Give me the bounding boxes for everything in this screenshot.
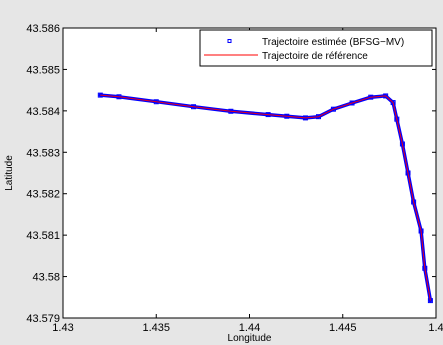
- legend-box: [199, 29, 433, 67]
- y-tick-label: 43.584: [26, 106, 60, 118]
- y-tick-label: 43.579: [26, 313, 60, 325]
- legend-estimated-label: Trajectoire estimée (BFSG−MV): [262, 37, 404, 48]
- estimated-trajectory-point: [330, 106, 336, 112]
- x-tick-label: 1.44: [239, 322, 260, 334]
- x-axis-label: Longitude: [228, 333, 272, 344]
- axis-ticks: 1.43 1.435 1.44 1.445 1.4 43.579 43.58 43.581 43…: [26, 23, 443, 334]
- legend: Trajectoire estimée (BFSG−MV) Trajectoire…: [199, 29, 433, 67]
- y-tick-label: 43.581: [26, 230, 60, 242]
- reference-trajectory-line: [100, 94, 431, 301]
- y-axis-label: Latitude: [4, 155, 15, 191]
- x-tick-label: 1.445: [329, 322, 357, 334]
- plot-area: [62, 27, 437, 319]
- y-tick-label: 43.585: [26, 64, 60, 76]
- x-tick-label: 1.4: [428, 322, 443, 334]
- plot-series: [97, 92, 433, 304]
- y-tick-label: 43.58: [32, 272, 60, 284]
- legend-estimated-marker: [227, 39, 232, 43]
- estimated-trajectory-point: [349, 100, 355, 106]
- y-tick-label: 43.582: [26, 189, 60, 201]
- x-tick-label: 1.435: [142, 322, 170, 334]
- y-tick-label: 43.583: [26, 147, 60, 159]
- y-tick-label: 43.586: [26, 23, 60, 35]
- legend-reference-label: Trajectoire de référence: [262, 51, 368, 62]
- x-tick-label: 1.43: [52, 322, 73, 334]
